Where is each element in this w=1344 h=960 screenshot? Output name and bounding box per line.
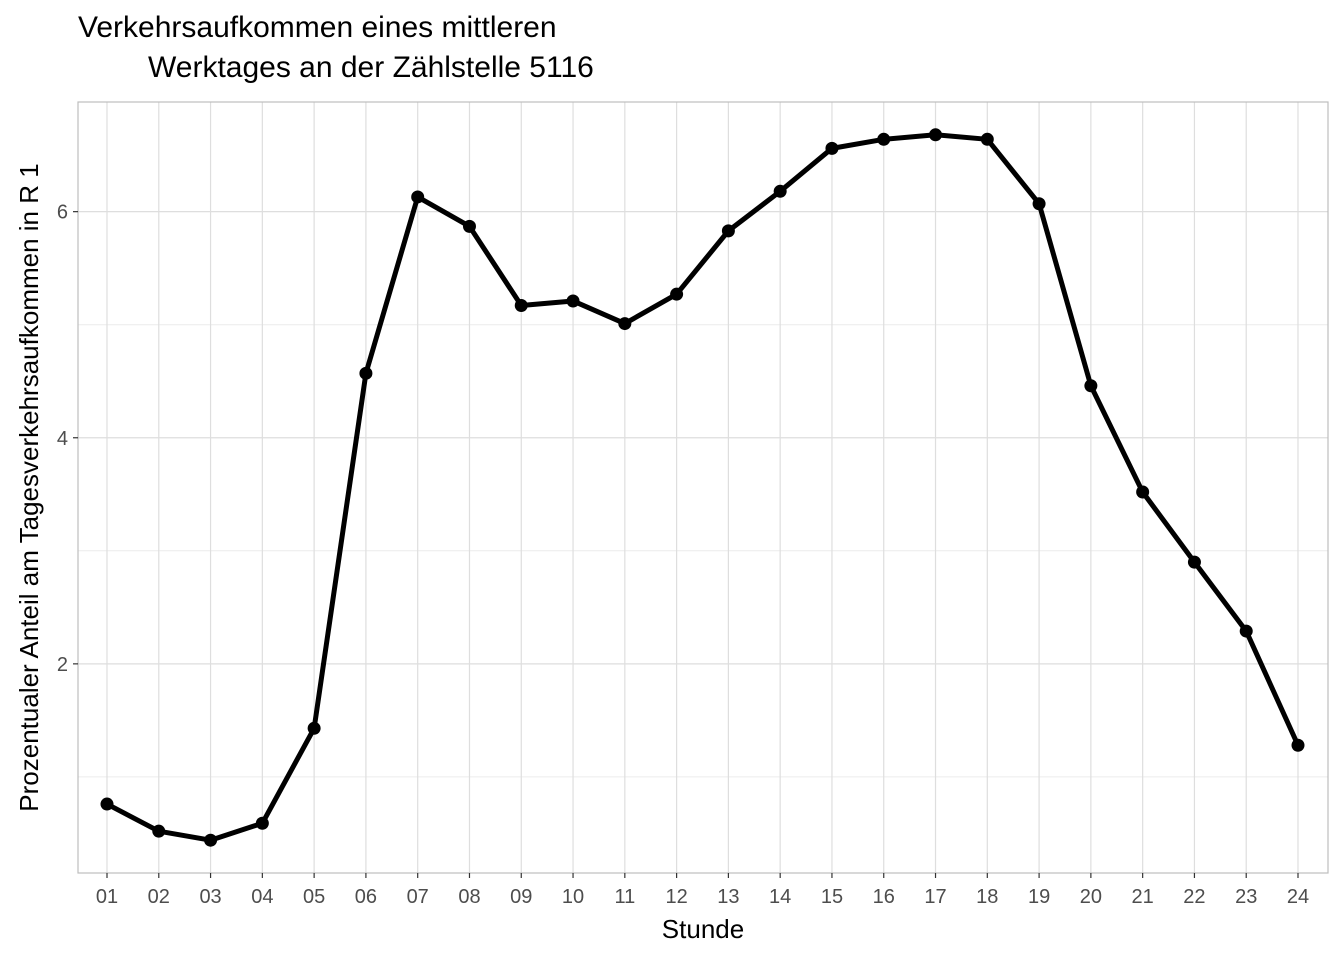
data-point (618, 317, 632, 331)
data-point (929, 128, 943, 142)
x-tick-label: 17 (924, 886, 946, 908)
data-point (1291, 738, 1305, 752)
x-tick-label: 16 (873, 886, 895, 908)
x-tick-label: 08 (458, 886, 480, 908)
data-point (980, 132, 994, 146)
x-axis-title: Stunde (662, 914, 744, 944)
x-tick-label: 22 (1183, 886, 1205, 908)
x-tick-label: 01 (96, 886, 118, 908)
data-point (152, 824, 166, 838)
chart-title-line-1: Verkehrsaufkommen eines mittleren (78, 11, 557, 44)
data-point (1084, 379, 1098, 393)
x-tick-label: 12 (665, 886, 687, 908)
x-tick-label: 11 (614, 886, 635, 908)
x-tick-label: 05 (303, 886, 325, 908)
data-point (877, 132, 891, 146)
x-tick-label: 24 (1287, 886, 1309, 908)
data-point (721, 224, 735, 238)
x-tick-label: 02 (148, 886, 170, 908)
x-tick-label: 06 (355, 886, 377, 908)
data-point (100, 797, 114, 811)
x-tick-label: 18 (976, 886, 998, 908)
data-point (359, 366, 373, 380)
data-point (204, 833, 218, 847)
panel-border (77, 101, 1329, 874)
data-point (255, 816, 269, 830)
series-line (104, 132, 1301, 843)
data-point (1032, 197, 1046, 211)
data-point (1136, 485, 1150, 499)
x-tick-label: 15 (821, 886, 843, 908)
chart-title-line-2: Werktages an der Zählstelle 5116 (148, 51, 594, 84)
y-tick-label: 2 (57, 654, 68, 676)
data-point (670, 287, 684, 301)
data-point (773, 184, 787, 198)
data-point (462, 219, 476, 233)
data-point (411, 190, 425, 204)
x-tick-label: 03 (199, 886, 221, 908)
data-point (307, 721, 321, 735)
chart-title: Verkehrsaufkommen eines mittleren Werktag… (78, 8, 594, 88)
x-axis-ticks: 01 02 03 04 05 06 07 08 09 10 11 12 13 14 15 16 17 18 19 20… (96, 873, 1309, 908)
x-tick-label: 10 (562, 886, 584, 908)
data-point (566, 294, 580, 308)
y-axis-title: Prozentualer Anteil am Tagesverkehrsaufk… (14, 163, 44, 811)
y-axis-ticks: 2 4 6 (57, 202, 78, 676)
x-tick-label: 19 (1028, 886, 1050, 908)
x-tick-label: 04 (251, 886, 273, 908)
data-point (1239, 624, 1253, 638)
x-tick-label: 21 (1132, 886, 1154, 908)
data-point (825, 141, 839, 155)
minor-gridlines (78, 324, 1328, 778)
x-tick-label: 09 (510, 886, 532, 908)
x-tick-label: 20 (1080, 886, 1102, 908)
x-tick-label: 14 (769, 886, 791, 908)
data-point (514, 298, 528, 312)
y-tick-label: 6 (57, 202, 68, 224)
x-tick-label: 07 (407, 886, 429, 908)
x-tick-label: 13 (717, 886, 739, 908)
data-point (1187, 555, 1201, 569)
data-points (100, 128, 1305, 847)
y-tick-label: 4 (57, 428, 68, 450)
x-tick-label: 23 (1235, 886, 1257, 908)
